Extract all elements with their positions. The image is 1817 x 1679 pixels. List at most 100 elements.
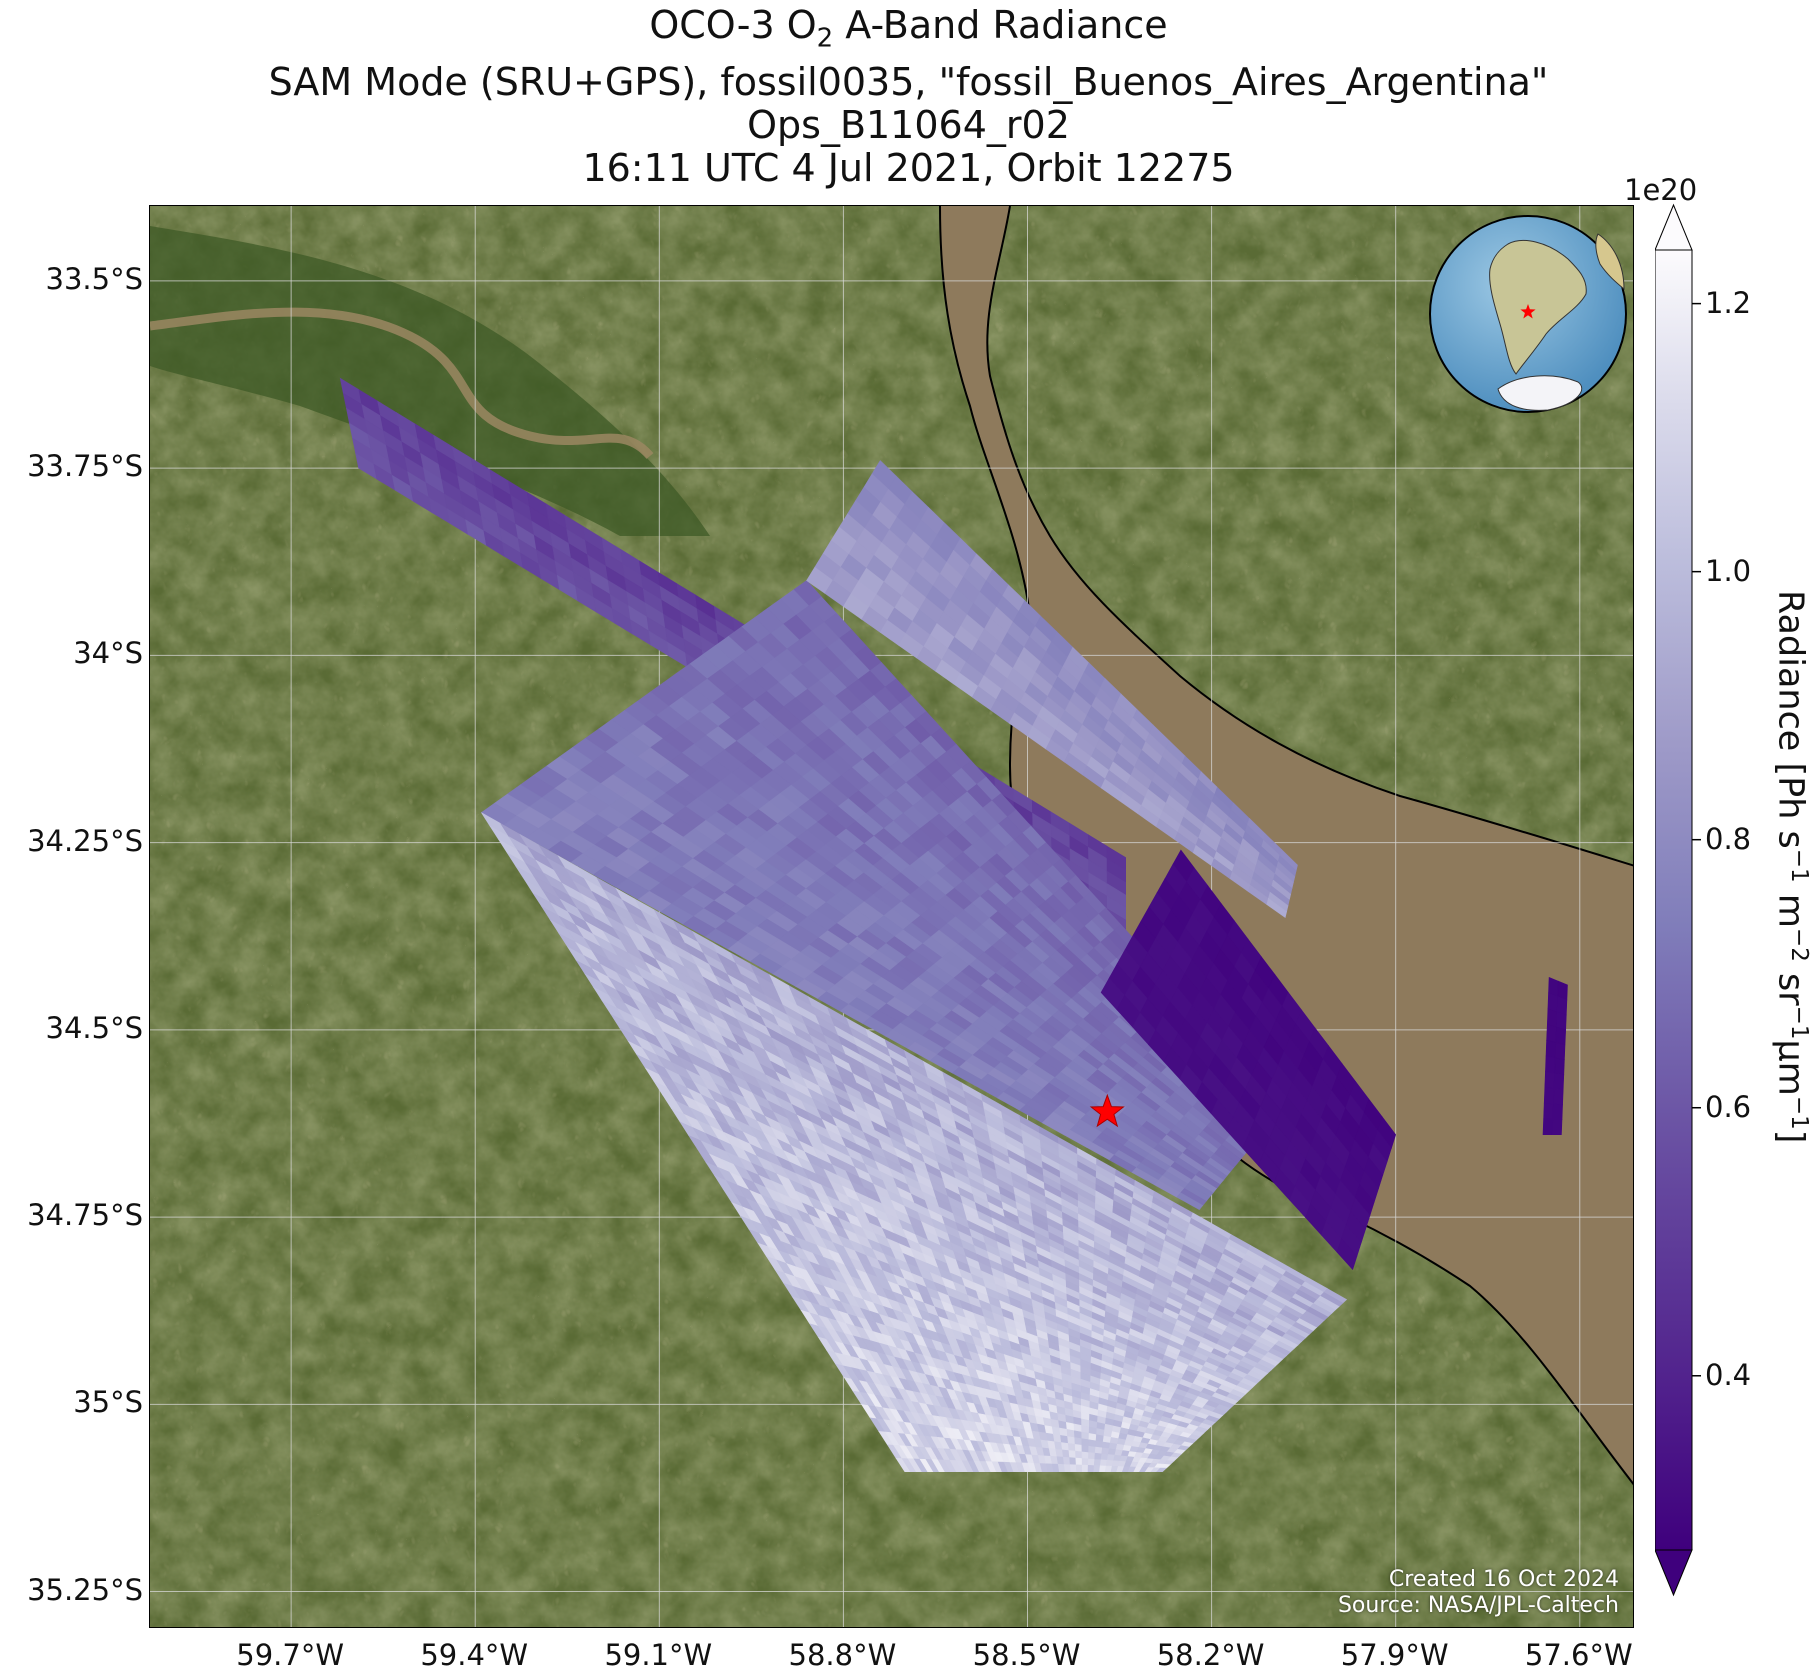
swath-pixel xyxy=(1093,1459,1102,1467)
swath-pixel xyxy=(1068,1450,1077,1459)
title-line-1: OCO-3 O2 A-Band Radiance xyxy=(649,3,1168,54)
swath-pixel xyxy=(1075,1450,1083,1459)
map-panel[interactable]: Created 16 Oct 2024 Source: NASA/JPL-Cal… xyxy=(149,205,1634,1628)
colorbar-extend-top xyxy=(1655,203,1693,251)
swath-pixel xyxy=(1088,1439,1097,1448)
lat-tick-label: 33.75°S xyxy=(27,449,143,484)
title-line-2: SAM Mode (SRU+GPS), fossil0035, "fossil_… xyxy=(268,59,1549,104)
swath-pixel xyxy=(1545,1039,1557,1059)
lat-tick-label: 34.5°S xyxy=(45,1010,143,1045)
colorbar-exponent: 1e20 xyxy=(1624,173,1698,207)
swath-pixel xyxy=(1266,897,1287,919)
swath-pixel xyxy=(1546,1008,1558,1028)
globe-africa xyxy=(1595,233,1625,291)
swath-pixel xyxy=(1542,1118,1554,1136)
lat-tick-label: 35.25°S xyxy=(27,1572,143,1607)
credits-source: Source: NASA/JPL-Caltech xyxy=(1337,1593,1619,1618)
swath-pixel xyxy=(1053,1433,1062,1443)
swath-pixel xyxy=(1156,1467,1168,1472)
colorbar-label: Radiance [Ph s−1 m−2 sr−1μm−1] xyxy=(1770,590,1812,1144)
coastline-north xyxy=(986,206,1633,867)
swath-pixel xyxy=(1543,1087,1555,1105)
swath-pixel xyxy=(1336,1238,1358,1271)
swath-pixel xyxy=(1069,1457,1077,1466)
swath-pixel xyxy=(1081,1464,1089,1472)
swath-1 xyxy=(480,580,1286,1210)
lon-tick-label: 59.7°W xyxy=(236,1638,344,1672)
swath-pixel xyxy=(1061,1442,1070,1451)
target-star-marker[interactable] xyxy=(1089,1093,1125,1128)
swath-pixel xyxy=(1546,1024,1557,1043)
swath-3 xyxy=(1100,849,1397,1271)
delta-wetland xyxy=(150,226,710,536)
swath-pixel xyxy=(1553,1088,1564,1106)
swath-pixel xyxy=(1556,1011,1567,1031)
globe-target-star xyxy=(1520,304,1536,319)
swath-pixel xyxy=(1087,1458,1096,1466)
parana-river xyxy=(150,307,654,460)
swath-pixel xyxy=(1554,1042,1566,1061)
globe-antarctica xyxy=(1497,375,1583,411)
swath-pixel xyxy=(1060,1435,1069,1444)
colorbar-tick-label: 0.6 xyxy=(1705,1089,1752,1124)
swath-pixel xyxy=(1544,1071,1555,1089)
colorbar-ticks xyxy=(1692,302,1701,1377)
swath-pixel xyxy=(1067,1436,1076,1445)
swath-pixel xyxy=(1074,1444,1083,1453)
swath-pixel xyxy=(1075,1457,1083,1466)
swath-4 xyxy=(481,812,1348,1472)
swath-pixel xyxy=(1545,1055,1556,1074)
lon-tick-label: 59.1°W xyxy=(604,1638,713,1672)
radiance-swaths xyxy=(339,377,1568,1472)
colorbar-extend-bottom xyxy=(1655,1549,1693,1597)
title-line-3: Ops_B11064_r02 xyxy=(747,102,1070,147)
swath-pixel xyxy=(1553,1072,1565,1091)
swath-pixel xyxy=(1063,1464,1072,1472)
swath-pixel xyxy=(1555,1026,1567,1046)
swath-pixel xyxy=(1088,1445,1096,1454)
swath-pixel xyxy=(1081,1444,1090,1453)
colorbar xyxy=(1655,203,1701,1597)
colorbar-gradient xyxy=(1655,249,1693,1551)
colorbar-tick-label: 0.8 xyxy=(1705,821,1752,856)
lat-tick-label: 35°S xyxy=(73,1385,143,1420)
swath-pixel xyxy=(1087,1464,1095,1472)
figure-title: OCO-3 O2 A-Band Radiance SAM Mode (SRU+G… xyxy=(0,4,1817,190)
swath-pixel xyxy=(1081,1438,1090,1447)
swath-pixel xyxy=(1062,1456,1071,1466)
swath-pixel xyxy=(1176,1192,1204,1210)
lat-tick-label: 34.25°S xyxy=(27,823,143,858)
swath-pixel xyxy=(1093,1465,1101,1472)
lon-tick-label: 58.5°W xyxy=(972,1638,1081,1672)
colorbar-tick-label: 1.2 xyxy=(1705,285,1752,320)
lon-tick-label: 57.9°W xyxy=(1340,1638,1449,1672)
colorbar-tick-label: 0.4 xyxy=(1705,1357,1752,1392)
swath-pixel xyxy=(1095,1440,1104,1449)
swath-pixel xyxy=(1551,1118,1563,1136)
swath-pixel xyxy=(1094,1452,1103,1461)
swath-2 xyxy=(806,460,1298,919)
title-line-4: 16:11 UTC 4 Jul 2021, Orbit 12275 xyxy=(582,145,1235,190)
credits: Created 16 Oct 2024 Source: NASA/JPL-Cal… xyxy=(1338,1567,1619,1619)
swath-pixel xyxy=(1094,1446,1103,1455)
swath-pixel xyxy=(1088,1452,1096,1460)
swath-pixel xyxy=(1067,1443,1076,1452)
lat-tick-label: 34.75°S xyxy=(27,1198,143,1233)
swath-5 xyxy=(1542,976,1568,1136)
swath-pixel xyxy=(1554,1057,1565,1076)
lon-tick-label: 58.2°W xyxy=(1156,1638,1265,1672)
lon-tick-label: 58.8°W xyxy=(788,1638,897,1672)
swath-pixel xyxy=(1074,1437,1083,1446)
lat-tick-label: 33.5°S xyxy=(45,261,143,296)
swath-pixel xyxy=(1552,1103,1563,1121)
swath-pixel xyxy=(1081,1451,1089,1460)
swath-pixel xyxy=(1081,1458,1089,1466)
locator-globe xyxy=(1429,215,1627,413)
satellite-map[interactable] xyxy=(150,206,1634,1628)
swath-pixel xyxy=(1075,1464,1083,1472)
rio-de-la-plata xyxy=(940,206,1633,1484)
colorbar-tick-label: 1.0 xyxy=(1705,553,1752,588)
swath-pixel xyxy=(1069,1464,1077,1472)
lon-tick-label: 57.6°W xyxy=(1524,1638,1633,1672)
credits-created: Created 16 Oct 2024 xyxy=(1388,1567,1619,1592)
